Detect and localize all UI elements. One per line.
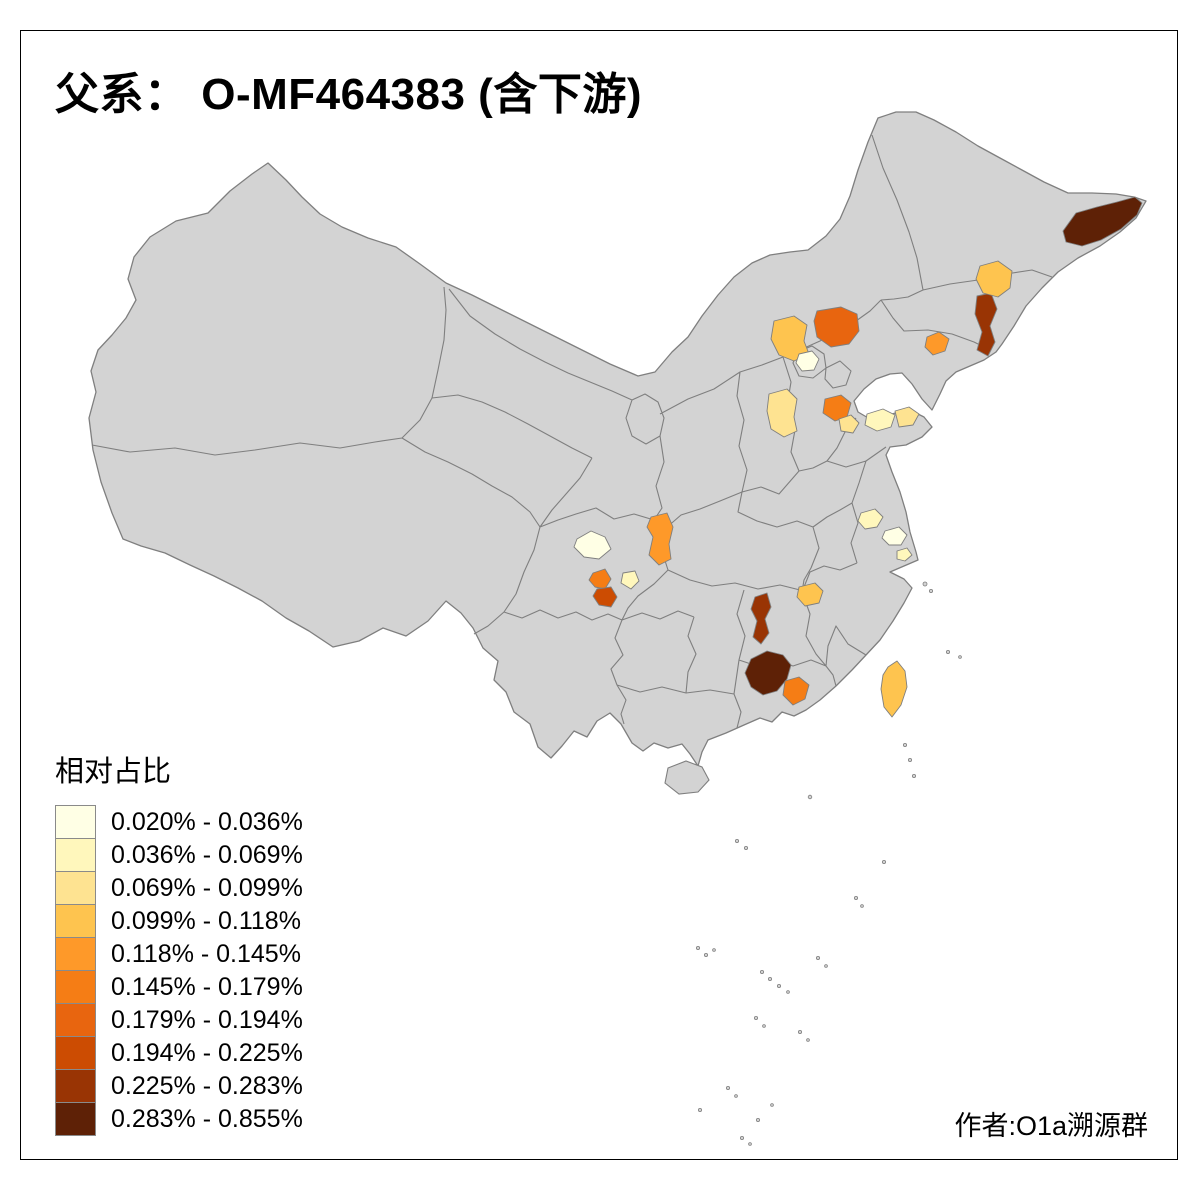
map-region-shandong-west-patch <box>864 408 896 432</box>
legend-color-swatch <box>55 1003 96 1037</box>
map-region-hebei-south-pale-patch <box>838 414 860 434</box>
legend-range-label: 0.194% - 0.225% <box>111 1039 303 1067</box>
south-china-sea-islands <box>696 581 962 1146</box>
legend-color-swatch <box>55 871 96 905</box>
legend-range-label: 0.036% - 0.069% <box>111 841 303 869</box>
map-region-jiangsu-west-patch <box>857 508 884 530</box>
legend-color-swatch <box>55 1102 96 1136</box>
map-region-heilongjiang-west-patch <box>975 260 1013 298</box>
legend-entry: 0.069% - 0.099% <box>55 871 303 905</box>
legend-color-swatch <box>55 1036 96 1070</box>
plot-border <box>20 30 1178 1160</box>
map-region-liaoning-patch <box>924 331 950 356</box>
legend-entry: 0.020% - 0.036% <box>55 805 303 839</box>
legend-range-label: 0.020% - 0.036% <box>111 808 303 836</box>
hainan-island <box>664 760 710 795</box>
legend-entry: 0.145% - 0.179% <box>55 970 303 1004</box>
map-region-guangdong-east-orange-patch <box>782 676 810 706</box>
map-region-heilongjiang-northeast-tip <box>1062 196 1143 247</box>
legend-entry: 0.099% - 0.118% <box>55 904 303 938</box>
legend-title: 相对占比 <box>55 756 172 788</box>
legend-entry: 0.283% - 0.855% <box>55 1102 303 1136</box>
map-region-zhejiang-north-patch <box>796 582 824 607</box>
legend-entry: 0.036% - 0.069% <box>55 838 303 872</box>
map-region-hebei-west-patch <box>766 388 798 438</box>
legend-range-label: 0.069% - 0.099% <box>111 874 303 902</box>
legend: 相对占比 0.020% - 0.036% 0.036% - 0.069% 0.069… <box>55 748 303 1136</box>
legend-color-swatch <box>55 970 96 1004</box>
legend-entry: 0.118% - 0.145% <box>55 937 303 971</box>
map-region-taiwan <box>880 660 908 718</box>
legend-entry: 0.194% - 0.225% <box>55 1036 303 1070</box>
legend-range-label: 0.179% - 0.194% <box>111 1006 303 1034</box>
legend-range-label: 0.118% - 0.145% <box>111 940 301 968</box>
china-mainland <box>88 111 1147 767</box>
map-region-sichuan-northeast-patch <box>646 512 674 566</box>
legend-color-swatch <box>55 1069 96 1103</box>
map-region-chongqing-pale-patch <box>620 570 640 590</box>
legend-entry: 0.179% - 0.194% <box>55 1003 303 1037</box>
legend-color-swatch <box>55 805 96 839</box>
legend-color-swatch <box>55 904 96 938</box>
legend-range-label: 0.145% - 0.179% <box>111 973 303 1001</box>
map-region-sichuan-west-cream-patch <box>573 530 612 560</box>
author-credit: 作者:O1a溯源群 <box>954 1111 1148 1141</box>
map-region-chengdu-south-dark-patch <box>592 586 618 608</box>
legend-rows: 0.020% - 0.036% 0.036% - 0.069% 0.069% - 0… <box>55 805 303 1136</box>
map-region-inner-mongolia-orange-patch <box>813 306 860 348</box>
map-region-shandong-east-patch <box>894 406 920 428</box>
map-region-guangdong-north-dark-patch <box>744 650 792 696</box>
legend-range-label: 0.099% - 0.118% <box>111 907 301 935</box>
legend-color-swatch <box>55 838 96 872</box>
legend-entry: 0.225% - 0.283% <box>55 1069 303 1103</box>
map-region-beijing-patch <box>795 350 820 372</box>
map-region-jilin-east-strip <box>974 292 998 357</box>
map-region-jiangxi-central-strip <box>750 592 772 645</box>
choropleth-regions <box>573 196 1143 718</box>
legend-range-label: 0.283% - 0.855% <box>111 1105 303 1133</box>
legend-color-swatch <box>55 937 96 971</box>
map-region-jiangsu-cream-patch <box>881 526 908 546</box>
legend-range-label: 0.225% - 0.283% <box>111 1072 303 1100</box>
map-region-jiangsu-south-patch <box>896 547 913 562</box>
page-title: 父系： O-MF464383 (含下游) <box>55 70 642 119</box>
